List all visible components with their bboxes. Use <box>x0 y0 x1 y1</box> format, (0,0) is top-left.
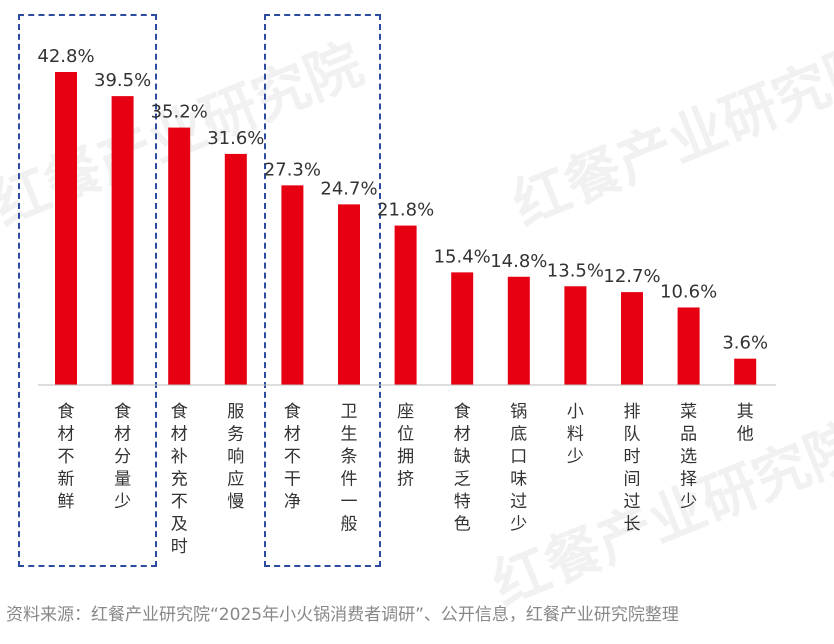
category-label: 其他 <box>737 402 754 445</box>
bar <box>168 127 191 385</box>
bar <box>621 292 643 385</box>
category-label: 卫生条件一般 <box>341 402 358 535</box>
category-label: 食材补充不及时 <box>171 402 188 557</box>
category-label: 菜品选择少 <box>680 402 697 512</box>
bar <box>281 185 304 385</box>
data-label: 13.5% <box>547 260 604 281</box>
bar <box>451 272 474 385</box>
bar <box>564 286 587 385</box>
category-label: 食材分量少 <box>114 402 131 512</box>
data-label: 42.8% <box>37 46 94 67</box>
source-note: 资料来源：红餐产业研究院“2025年小火锅消费者调研”、公开信息，红餐产业研究院… <box>6 605 679 625</box>
category-label: 食材不干净 <box>284 402 301 512</box>
data-label: 10.6% <box>660 281 717 302</box>
category-label: 食材缺乏特色 <box>454 402 471 535</box>
bar <box>677 307 700 385</box>
data-label: 24.7% <box>320 178 377 199</box>
category-label: 排队时间过长 <box>624 402 641 535</box>
data-label: 39.5% <box>94 70 151 91</box>
bar <box>338 204 360 385</box>
bar <box>111 96 134 385</box>
data-label: 14.8% <box>490 251 547 272</box>
bar-plot: 42.8% 食材不新鲜 39.5% 食材分量少 35.2% 食材补充不及时 31.6% 服务响… <box>37 46 776 557</box>
bar <box>507 276 530 385</box>
bar <box>55 72 77 385</box>
data-label: 21.8% <box>377 200 434 221</box>
data-label: 27.3% <box>264 159 321 180</box>
category-label: 锅底口味过少 <box>510 402 527 535</box>
category-label: 服务响应慢 <box>227 402 244 512</box>
highlight-box-1 <box>18 14 157 567</box>
data-label: 3.6% <box>722 333 768 354</box>
bar <box>734 358 757 385</box>
highlight-box-2 <box>264 14 381 567</box>
category-label: 座位拥挤 <box>397 402 414 490</box>
data-label: 35.2% <box>151 102 208 123</box>
category-label: 小料少 <box>567 402 584 467</box>
category-label: 食材不新鲜 <box>58 402 75 512</box>
data-label: 31.6% <box>207 128 264 149</box>
data-label: 15.4% <box>434 246 491 267</box>
bar <box>394 225 417 385</box>
data-label: 12.7% <box>603 266 660 287</box>
bar <box>224 153 247 385</box>
